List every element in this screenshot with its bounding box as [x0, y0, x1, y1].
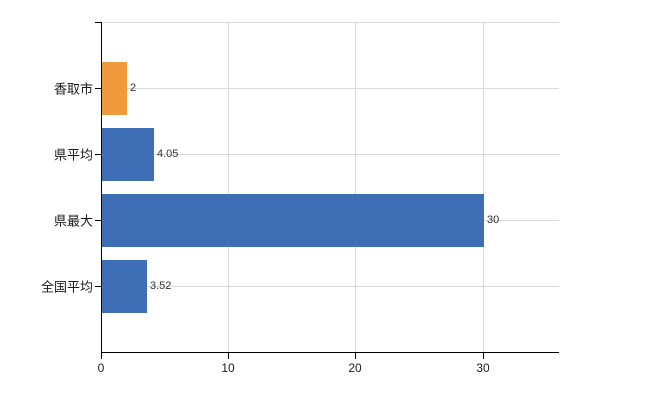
- x-axis-line: [101, 352, 559, 353]
- bar: [102, 260, 147, 313]
- x-axis-tick: [355, 353, 356, 359]
- h-gridline: [101, 286, 559, 287]
- bar-value-label: 3.52: [150, 280, 172, 292]
- y-axis-tick: [95, 286, 101, 287]
- y-axis-tick: [95, 154, 101, 155]
- v-gridline: [355, 22, 356, 352]
- x-tick-label: 30: [476, 361, 490, 375]
- x-axis-tick: [101, 353, 102, 359]
- category-label: 香取市: [53, 81, 93, 97]
- category-label: 県最大: [53, 213, 93, 229]
- bar: [102, 62, 127, 115]
- h-gridline: [101, 154, 559, 155]
- v-gridline: [483, 22, 484, 352]
- y-axis-line: [101, 22, 102, 353]
- category-label: 全国平均: [40, 279, 93, 295]
- x-axis-tick: [483, 353, 484, 359]
- y-axis-tick: [95, 22, 101, 23]
- v-gridline: [228, 22, 229, 352]
- h-gridline: [101, 88, 559, 89]
- h-gridline: [101, 22, 559, 23]
- x-tick-label: 0: [97, 361, 105, 375]
- bar: [102, 128, 154, 181]
- x-axis-tick: [228, 353, 229, 359]
- y-axis-tick: [95, 88, 101, 89]
- bar-value-label: 2: [130, 82, 137, 94]
- bar-value-label: 30: [487, 214, 500, 226]
- x-tick-label: 20: [348, 361, 362, 375]
- x-tick-label: 10: [221, 361, 235, 375]
- category-label: 県平均: [53, 147, 93, 163]
- y-axis-tick: [95, 220, 101, 221]
- bar-value-label: 4.05: [157, 148, 179, 160]
- bar: [102, 194, 484, 247]
